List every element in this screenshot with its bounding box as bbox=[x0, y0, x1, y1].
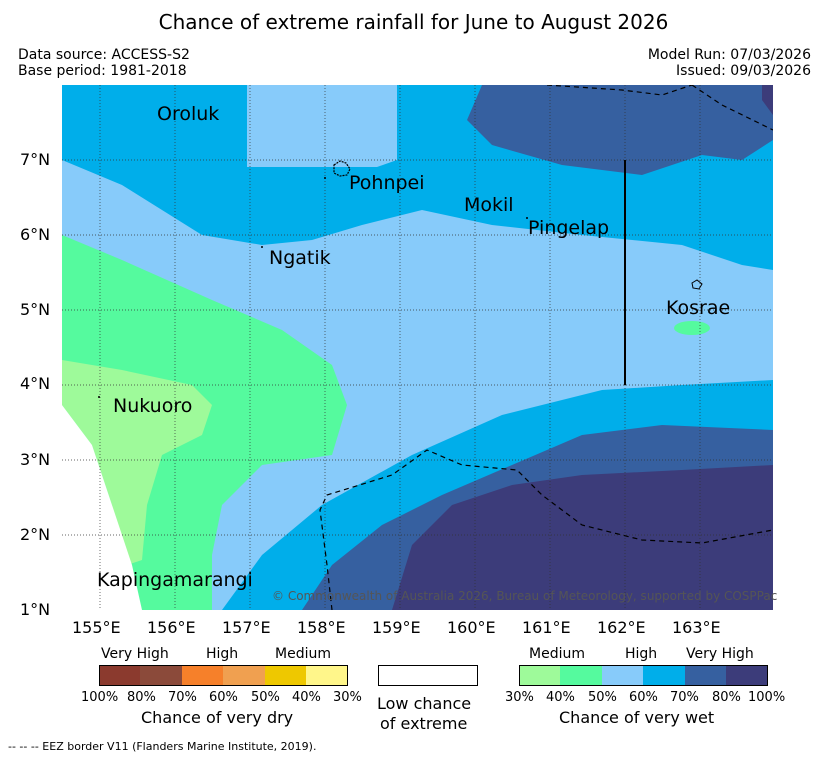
eez-footnote: -- -- -- EEZ border V11 (Flanders Marine… bbox=[8, 740, 317, 753]
wet-swatch bbox=[560, 665, 602, 686]
zone-80pct-north bbox=[467, 85, 773, 175]
zone-100pct-south bbox=[392, 465, 773, 610]
map-title: Chance of extreme rainfall for June to A… bbox=[158, 10, 669, 34]
place-oroluk: Oroluk bbox=[157, 103, 220, 125]
island-dot bbox=[324, 177, 326, 179]
place-pohnpei: Pohnpei bbox=[349, 172, 425, 194]
wet-header-medium: Medium bbox=[529, 646, 585, 662]
dry-swatch bbox=[265, 665, 306, 686]
dry-tick: 60% bbox=[209, 690, 238, 705]
place-nukuoro: Nukuoro bbox=[113, 395, 193, 417]
wet-tick: 70% bbox=[670, 690, 699, 705]
base-period: Base period: 1981-2018 bbox=[18, 63, 187, 79]
lat-label: 4°N bbox=[20, 374, 51, 393]
dry-tick: 80% bbox=[127, 690, 156, 705]
lat-label: 5°N bbox=[20, 300, 51, 319]
dry-swatch bbox=[140, 665, 182, 686]
lon-label: 161°E bbox=[522, 618, 571, 637]
wet-tick: 60% bbox=[629, 690, 658, 705]
wet-tick: 50% bbox=[588, 690, 617, 705]
pohnpei-island-outline bbox=[333, 160, 351, 177]
lon-label: 156°E bbox=[147, 618, 196, 637]
lon-label: 157°E bbox=[222, 618, 271, 637]
lon-label: 158°E bbox=[297, 618, 346, 637]
dry-header-medium: Medium bbox=[275, 646, 331, 662]
dry-swatch bbox=[182, 665, 223, 686]
wet-colorbar bbox=[519, 665, 768, 686]
zone-light-patch bbox=[247, 85, 397, 167]
island-dot bbox=[98, 396, 100, 398]
neutral-swatch bbox=[378, 665, 478, 686]
dry-swatch bbox=[306, 665, 348, 686]
lon-label: 159°E bbox=[372, 618, 421, 637]
lat-label: 3°N bbox=[20, 450, 51, 469]
island-dot bbox=[526, 217, 528, 219]
dry-header-high: High bbox=[206, 646, 239, 662]
lat-label: 6°N bbox=[20, 225, 51, 244]
neutral-caption-line2: of extreme bbox=[380, 714, 468, 733]
lon-label: 163°E bbox=[672, 618, 721, 637]
wet-swatch bbox=[726, 665, 768, 686]
wet-swatch bbox=[643, 665, 685, 686]
place-kosrae: Kosrae bbox=[666, 297, 731, 319]
place-kapingamarangi: Kapingamarangi bbox=[97, 569, 253, 591]
dry-tick: 100% bbox=[81, 690, 119, 705]
kosrae-island-outline bbox=[691, 279, 703, 290]
wet-tick: 30% bbox=[505, 690, 534, 705]
place-pingelap: Pingelap bbox=[528, 217, 610, 239]
wet-header-high: High bbox=[625, 646, 658, 662]
wet-swatch bbox=[602, 665, 643, 686]
wet-swatch bbox=[519, 665, 560, 686]
eez-border bbox=[319, 85, 773, 610]
wet-tick: 40% bbox=[546, 690, 575, 705]
lat-label: 1°N bbox=[20, 600, 51, 619]
neutral-caption-line1: Low chance bbox=[377, 694, 472, 713]
zone-30pct-west bbox=[62, 360, 212, 565]
rainfall-map bbox=[62, 85, 773, 610]
dry-swatch bbox=[223, 665, 265, 686]
dry-tick: 70% bbox=[168, 690, 197, 705]
lon-label: 155°E bbox=[72, 618, 121, 637]
zone-100pct-north bbox=[762, 85, 773, 115]
dry-header-very-high: Very High bbox=[101, 646, 169, 662]
zone-low-chance bbox=[62, 405, 142, 610]
wet-tick: 100% bbox=[748, 690, 786, 705]
wet-swatch bbox=[685, 665, 726, 686]
model-run: Model Run: 07/03/2026 bbox=[647, 47, 811, 63]
place-mokil: Mokil bbox=[464, 194, 514, 216]
dry-colorbar bbox=[99, 665, 348, 686]
dry-swatch bbox=[99, 665, 140, 686]
dry-tick: 40% bbox=[292, 690, 321, 705]
dry-tick: 30% bbox=[333, 690, 362, 705]
lat-label: 7°N bbox=[20, 150, 51, 169]
wet-caption: Chance of very wet bbox=[559, 708, 715, 727]
zone-kosrae-patch bbox=[674, 321, 710, 335]
dry-caption: Chance of very dry bbox=[141, 708, 294, 727]
lon-label: 162°E bbox=[597, 618, 646, 637]
dry-tick: 50% bbox=[251, 690, 280, 705]
lat-label: 2°N bbox=[20, 525, 51, 544]
wet-header-very-high: Very High bbox=[686, 646, 754, 662]
island-dot bbox=[261, 246, 263, 248]
lon-label: 160°E bbox=[447, 618, 496, 637]
wet-tick: 80% bbox=[712, 690, 741, 705]
place-ngatik: Ngatik bbox=[269, 247, 331, 269]
data-source: Data source: ACCESS-S2 bbox=[18, 47, 190, 63]
copyright-notice: © Commonwealth of Australia 2026, Bureau… bbox=[272, 589, 778, 603]
issued-date: Issued: 09/03/2026 bbox=[676, 63, 811, 79]
